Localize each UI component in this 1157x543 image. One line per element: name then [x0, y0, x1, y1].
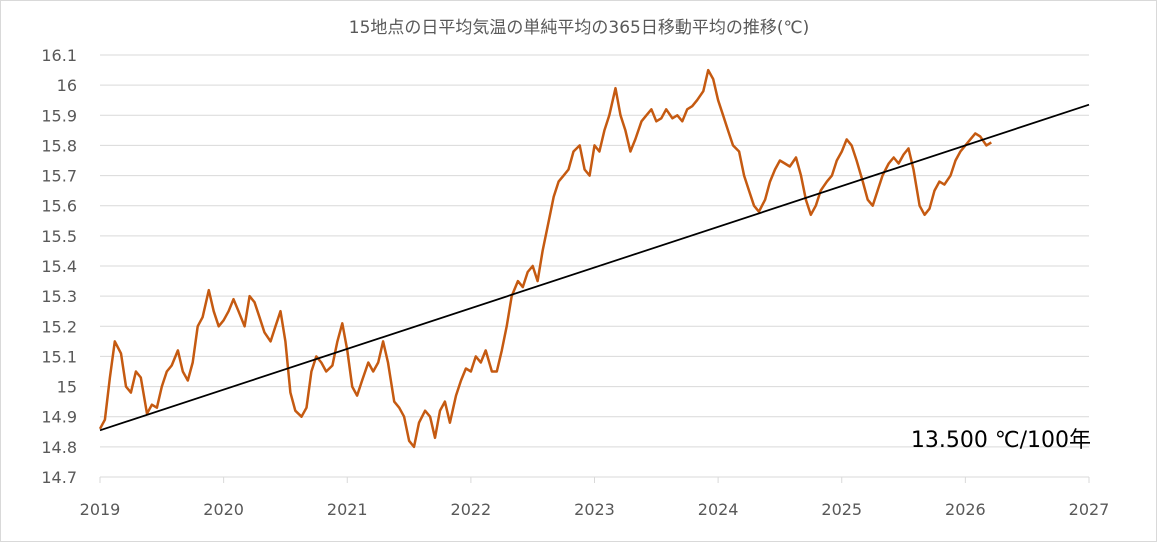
trend-annotation: 13.500 ℃/100年: [911, 428, 1091, 453]
y-tick-label: 16.1: [41, 46, 77, 65]
y-tick-label: 15.4: [41, 257, 77, 276]
y-tick-label: 15.6: [41, 197, 77, 216]
x-tick-label: 2022: [451, 500, 492, 519]
gridlines: [100, 54, 1089, 478]
x-axis: 2019 2020 2021 2022 2023 2024 2025 2026 2027: [80, 476, 1110, 519]
y-tick-label: 14.8: [41, 438, 77, 457]
y-tick-label: 15: [57, 378, 77, 397]
y-tick-label: 15.3: [41, 287, 77, 306]
y-tick-label: 15.8: [41, 136, 77, 155]
y-tick-label: 15.9: [41, 106, 77, 125]
series-layer: [98, 68, 1090, 449]
y-tick-label: 15.7: [41, 167, 77, 186]
y-tick-label: 15.1: [41, 347, 77, 366]
y-tick-label: 14.9: [41, 408, 77, 427]
y-tick-label: 16: [57, 76, 77, 95]
y-tick-label: 15.2: [41, 317, 77, 336]
x-tick-label: 2021: [327, 500, 368, 519]
x-tick-label: 2020: [203, 500, 244, 519]
y-tick-label: 15.5: [41, 227, 77, 246]
x-tick-label: 2026: [945, 500, 986, 519]
x-tick-label: 2024: [698, 500, 739, 519]
x-tick-label: 2027: [1069, 500, 1110, 519]
trend-line: [99, 103, 1090, 432]
x-tick-label: 2025: [821, 500, 862, 519]
temperature-series-line: [98, 68, 992, 449]
y-axis: 14.7 14.8 14.9 15 15.1 15.2 15.3 15.4 15.5 15.6 15…: [41, 46, 77, 487]
y-tick-label: 14.7: [41, 468, 77, 487]
x-tick-label: 2019: [80, 500, 121, 519]
chart-title: 15地点の日平均気温の単純平均の365日移動平均の推移(℃): [349, 18, 809, 38]
x-tick-label: 2023: [574, 500, 615, 519]
